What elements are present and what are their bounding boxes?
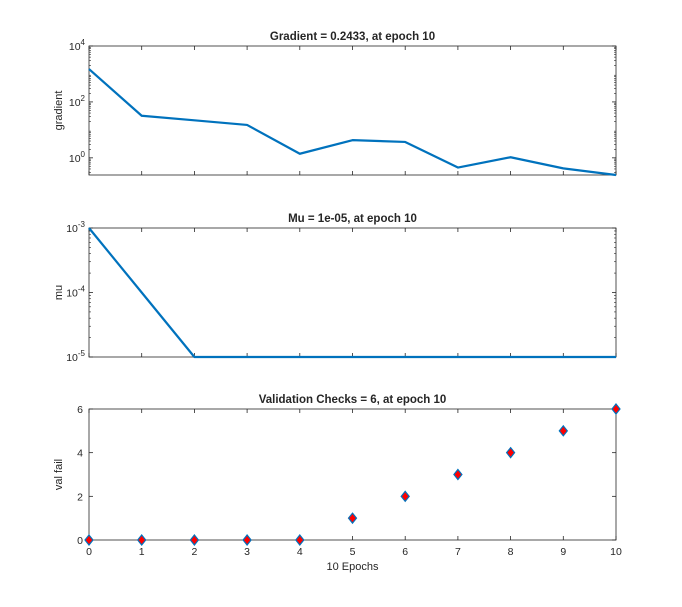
y-tick-label-gradient: 100 <box>69 150 86 165</box>
data-point-val-fail <box>558 424 569 437</box>
y-tick-label-mu: 10-5 <box>66 349 85 364</box>
x-tick-label: 9 <box>560 546 566 558</box>
x-tick-label: 6 <box>402 546 408 558</box>
x-tick-label: 1 <box>139 546 145 558</box>
data-point-val-fail <box>242 534 252 546</box>
chart-title-gradient: Gradient = 0.2433, at epoch 10 <box>270 31 435 43</box>
y-tick-label-gradient: 104 <box>69 38 86 53</box>
data-point-val-fail <box>505 446 516 459</box>
y-tick-label-mu: 10-4 <box>66 285 85 300</box>
x-tick-label: 5 <box>350 546 356 558</box>
x-tick-label: 10 <box>610 546 622 558</box>
y-tick-label-mu: 10-3 <box>66 220 85 235</box>
y-tick-label-val-fail: 2 <box>77 491 83 503</box>
axes-box-gradient <box>88 45 617 176</box>
chart-title-val-fail: Validation Checks = 6, at epoch 10 <box>259 394 447 406</box>
x-tick-label: 8 <box>508 546 514 558</box>
y-axis-label-gradient: gradient <box>53 91 65 131</box>
y-axis-label-mu: mu <box>53 285 65 300</box>
axes-box-mu <box>88 227 617 358</box>
y-tick-label-val-fail: 6 <box>77 404 83 416</box>
data-point-val-fail <box>189 534 200 546</box>
y-tick-label-gradient: 102 <box>69 94 86 109</box>
x-tick-label: 3 <box>244 546 250 558</box>
data-point-val-fail <box>295 534 305 546</box>
x-tick-label: 2 <box>191 546 197 558</box>
series-line-mu <box>88 227 616 359</box>
x-tick-label: 7 <box>455 546 461 558</box>
x-axis-label-val-fail: 10 Epochs <box>327 561 379 573</box>
x-tick-label: 4 <box>297 546 303 558</box>
chart-title-mu: Mu = 1e-05, at epoch 10 <box>288 213 417 225</box>
subplot-mu: Mu = 1e-05, at epoch 10 mu 10-5 10-4 10-3 <box>53 213 617 364</box>
data-point-val-fail <box>136 534 147 546</box>
data-point-val-fail <box>453 468 463 481</box>
data-point-val-fail <box>84 534 94 546</box>
data-point-val-fail <box>400 490 410 503</box>
subplot-val-fail: Validation Checks = 6, at epoch 10 val fa… <box>53 394 622 573</box>
y-tick-label-val-fail: 0 <box>77 535 83 547</box>
data-point-val-fail <box>347 512 358 525</box>
x-tick-label: 0 <box>86 546 92 558</box>
subplot-gradient: Gradient = 0.2433, at epoch 10 gradient 10… <box>53 31 617 177</box>
y-tick-label-val-fail: 4 <box>77 448 83 460</box>
data-point-val-fail <box>611 403 621 415</box>
y-axis-label-val-fail: val fail <box>53 459 65 490</box>
series-line-gradient <box>88 68 617 177</box>
